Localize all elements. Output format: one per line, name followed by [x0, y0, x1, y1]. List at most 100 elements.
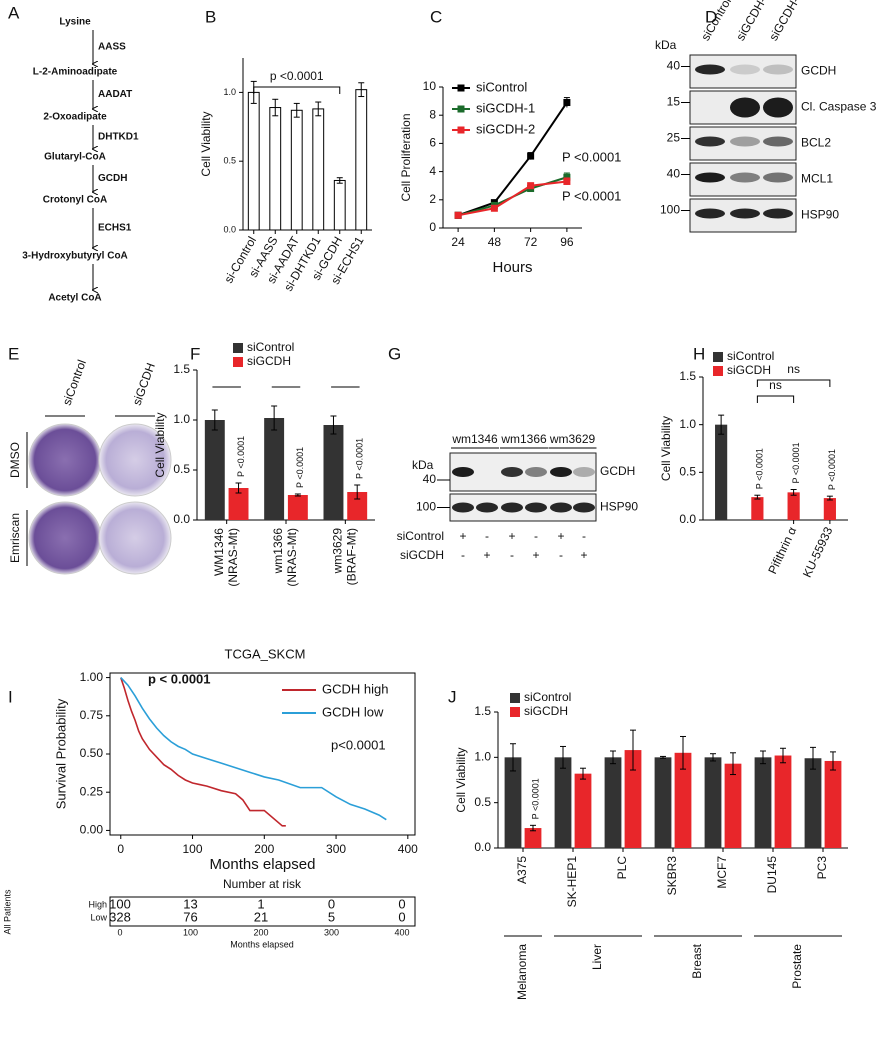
marker: [563, 177, 571, 185]
marker: [454, 211, 462, 219]
kda-label: 40: [423, 472, 437, 486]
legend-swatch: [233, 343, 243, 353]
panel-label: E: [8, 344, 19, 363]
bracket-label: p <0.0001: [270, 69, 324, 83]
y-tick-label: 0.0: [173, 512, 190, 526]
plate: [28, 501, 102, 575]
risk-row-label: Low: [90, 912, 107, 922]
condition-sign: +: [459, 529, 466, 543]
legend-label: siControl: [727, 349, 774, 363]
condition-sign: +: [532, 548, 539, 562]
x-tick-label: SK-HEP1: [565, 856, 579, 908]
marker: [563, 173, 571, 181]
risk-table-frame: [109, 896, 416, 927]
group-label: Breast: [690, 943, 704, 978]
marker: [490, 204, 498, 212]
y-tick-label: 1.00: [80, 670, 104, 684]
protein-label: GCDH: [801, 64, 836, 78]
panel-label: B: [205, 7, 216, 26]
legend-label: siGCDH: [524, 704, 568, 718]
band: [730, 97, 760, 118]
bar: [355, 89, 368, 231]
marker: [527, 182, 535, 190]
x-tick-note: (BRAF-Mt): [345, 528, 359, 585]
x-tick-label: SKBR3: [665, 856, 679, 896]
x-tick-label: 72: [524, 235, 538, 249]
x-tick-label: PC3: [815, 856, 829, 880]
lane-label: siGCDH-2: [766, 0, 806, 43]
cell-line-label: wm1346: [451, 432, 498, 446]
condition-sign: +: [483, 548, 490, 562]
bar: [724, 763, 742, 848]
condition-sign: +: [557, 529, 564, 543]
bar: [754, 757, 772, 848]
bar: [674, 752, 692, 848]
condition-sign: -: [485, 529, 489, 543]
y-axis-label: Survival Probability: [53, 698, 68, 809]
risk-table-title: Number at risk: [223, 877, 302, 891]
band: [730, 172, 760, 183]
x-tick-label: 24: [451, 235, 465, 249]
protein-label: HSP90: [801, 208, 839, 222]
y-tick-label: 1.0: [173, 412, 190, 426]
kda-label: 100: [416, 500, 436, 514]
x-tick-note: (NRAS-Mt): [285, 528, 299, 587]
row-label: Emriscan: [8, 513, 22, 563]
band: [525, 502, 547, 513]
bar: [287, 495, 308, 520]
x-tick-label: WM1346: [212, 528, 226, 576]
bracket: [756, 379, 831, 387]
p-value-label: P <0.0001: [295, 447, 305, 488]
bar: [524, 828, 542, 848]
y-tick-label: 0.5: [679, 465, 696, 479]
y-tick-label: 1.5: [679, 369, 696, 383]
plate: [98, 423, 172, 497]
band: [550, 502, 572, 513]
bracket-label: ns: [787, 362, 800, 376]
legend-label: siGCDH: [247, 354, 291, 368]
risk-row-label: High: [88, 899, 107, 909]
risk-value: 0: [398, 896, 405, 911]
band: [730, 64, 760, 75]
group-label: Prostate: [790, 944, 804, 989]
band: [573, 467, 595, 477]
bar: [323, 425, 344, 520]
legend-label: siGCDH-1: [476, 100, 535, 115]
band: [573, 502, 595, 513]
legend-marker: [457, 105, 465, 113]
y-axis-label: Cell Viability: [454, 747, 468, 812]
bar: [654, 757, 672, 848]
band: [452, 502, 474, 513]
panel-label: J: [448, 687, 457, 706]
bar: [290, 109, 303, 231]
group-label: Liver: [590, 944, 604, 970]
bar: [774, 755, 792, 848]
risk-value: 0: [328, 896, 335, 911]
bar: [264, 418, 285, 520]
y-tick-label: 4: [429, 164, 436, 178]
x-tick-label: wm1366: [271, 528, 285, 575]
band: [501, 502, 523, 513]
condition-sign: -: [461, 548, 465, 562]
bracket-label: ns: [769, 378, 782, 392]
x-tick-label: MCF7: [715, 856, 729, 889]
y-tick-label: 1.0: [679, 417, 696, 431]
risk-x-tick-label: 300: [324, 927, 339, 937]
kda-label: 100: [660, 203, 680, 217]
x-tick-note: (NRAS-Mt): [226, 528, 240, 587]
risk-value: 328: [109, 909, 131, 924]
y-axis-label: Cell Proliferation: [399, 113, 413, 201]
bar: [604, 757, 622, 848]
panel-label: I: [8, 687, 13, 706]
plate: [28, 423, 102, 497]
band: [695, 64, 725, 75]
bar: [787, 492, 800, 520]
protein-label: GCDH: [600, 464, 635, 478]
legend-swatch: [233, 357, 243, 367]
metabolite: Crotonyl CoA: [43, 195, 107, 206]
legend-marker: [457, 126, 465, 134]
unit-label: kDa: [655, 38, 677, 52]
x-tick-label: 0: [117, 842, 124, 856]
row-label: DMSO: [8, 442, 22, 478]
band: [730, 208, 760, 219]
